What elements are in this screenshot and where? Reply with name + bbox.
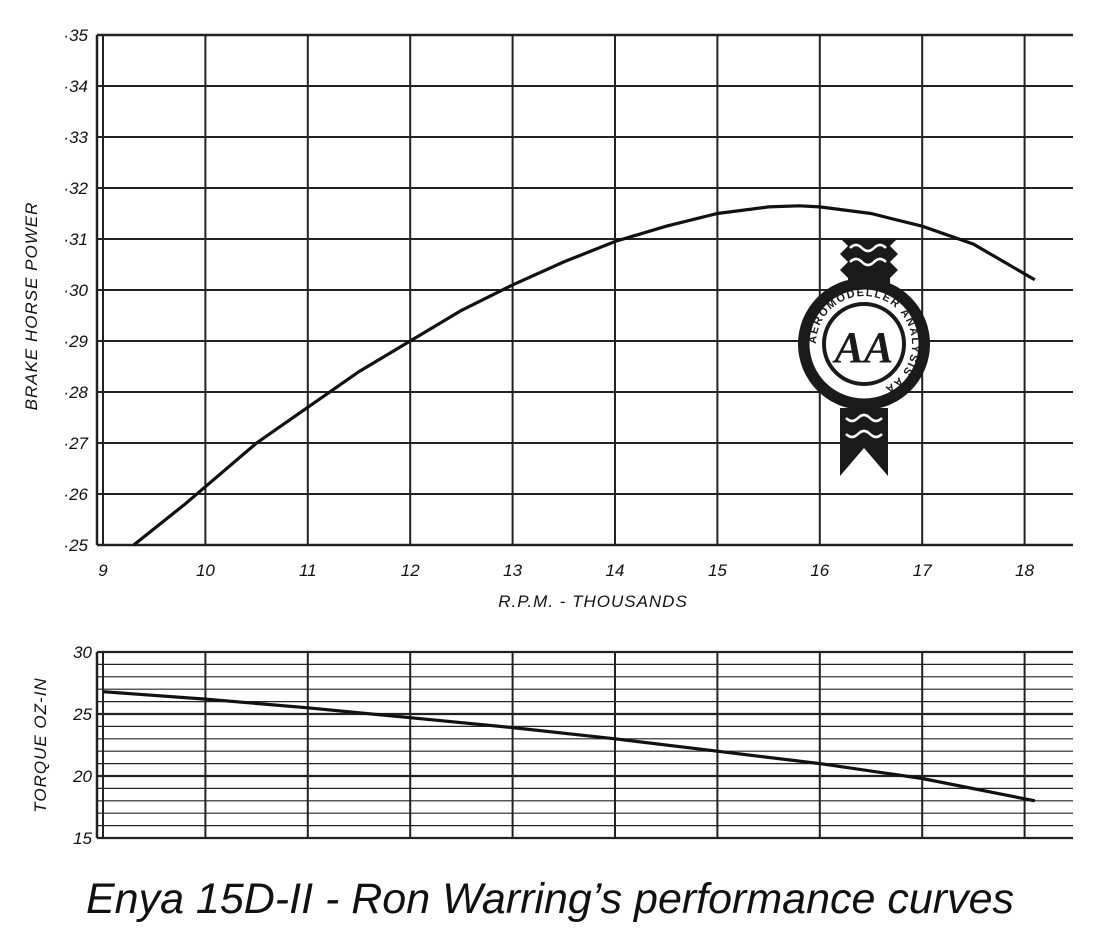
- bhp-y-tick-label: ·30: [63, 281, 88, 300]
- torque-y-tick-label: 25: [72, 705, 92, 724]
- bhp-y-tick-label: ·29: [63, 332, 88, 351]
- bhp-y-tick-label: ·35: [63, 26, 88, 45]
- bhp-y-tick-label: ·31: [63, 230, 88, 249]
- svg-text:AA: AA: [832, 323, 894, 372]
- bhp-grid: [95, 33, 1073, 547]
- rpm-x-tick-label: 15: [708, 561, 727, 580]
- rpm-x-tick-label: 16: [810, 561, 829, 580]
- rpm-x-tick-label: 18: [1015, 561, 1034, 580]
- rpm-x-axis-title: R.P.M. - THOUSANDS: [498, 592, 688, 611]
- bhp-y-tick-label: ·34: [63, 77, 88, 96]
- bhp-y-tick-label: ·25: [63, 536, 88, 555]
- bhp-y-tick-label: ·26: [63, 485, 88, 504]
- bhp-series-line: [132, 204, 1036, 547]
- rpm-x-tick-label: 9: [98, 561, 108, 580]
- rpm-x-tick-label: 17: [913, 561, 932, 580]
- bhp-y-tick-label: ·32: [63, 179, 88, 198]
- torque-y-tick-label: 20: [72, 767, 92, 786]
- torque-chart: 30 25 20 15 TORQUE OZ-IN: [31, 643, 1073, 848]
- bhp-y-tick-label: ·27: [63, 434, 88, 453]
- bhp-y-tick-label: ·28: [63, 383, 88, 402]
- torque-grid: [95, 650, 1073, 840]
- bhp-tick-labels: ·25 ·26 ·27 ·28 ·29 ·30 ·31 ·32 ·33 ·34 ·35 9 10 11 12…: [63, 26, 1034, 580]
- torque-y-tick-label: 30: [73, 643, 92, 662]
- rpm-x-tick-label: 10: [196, 561, 215, 580]
- torque-y-tick-label: 15: [73, 829, 92, 848]
- bhp-y-axis-title: BRAKE HORSE POWER: [22, 202, 41, 411]
- rpm-x-tick-label: 12: [401, 561, 420, 580]
- bhp-y-tick-label: ·33: [63, 128, 88, 147]
- bhp-chart: ·25 ·26 ·27 ·28 ·29 ·30 ·31 ·32 ·33 ·34 ·35 9 10 11 12…: [22, 26, 1073, 611]
- torque-series-line: [102, 690, 1036, 803]
- torque-tick-labels: 30 25 20 15: [72, 643, 92, 848]
- aeromodeller-analysis-badge-icon: AEROMODELLER ANALYSIS AA AA: [798, 238, 930, 476]
- rpm-x-tick-label: 14: [606, 561, 625, 580]
- torque-y-axis-title: TORQUE OZ-IN: [31, 677, 50, 812]
- rpm-x-tick-label: 13: [503, 561, 522, 580]
- rpm-x-tick-label: 11: [299, 561, 317, 580]
- figure-caption: Enya 15D-II - Ron Warring’s performance …: [85, 875, 1015, 923]
